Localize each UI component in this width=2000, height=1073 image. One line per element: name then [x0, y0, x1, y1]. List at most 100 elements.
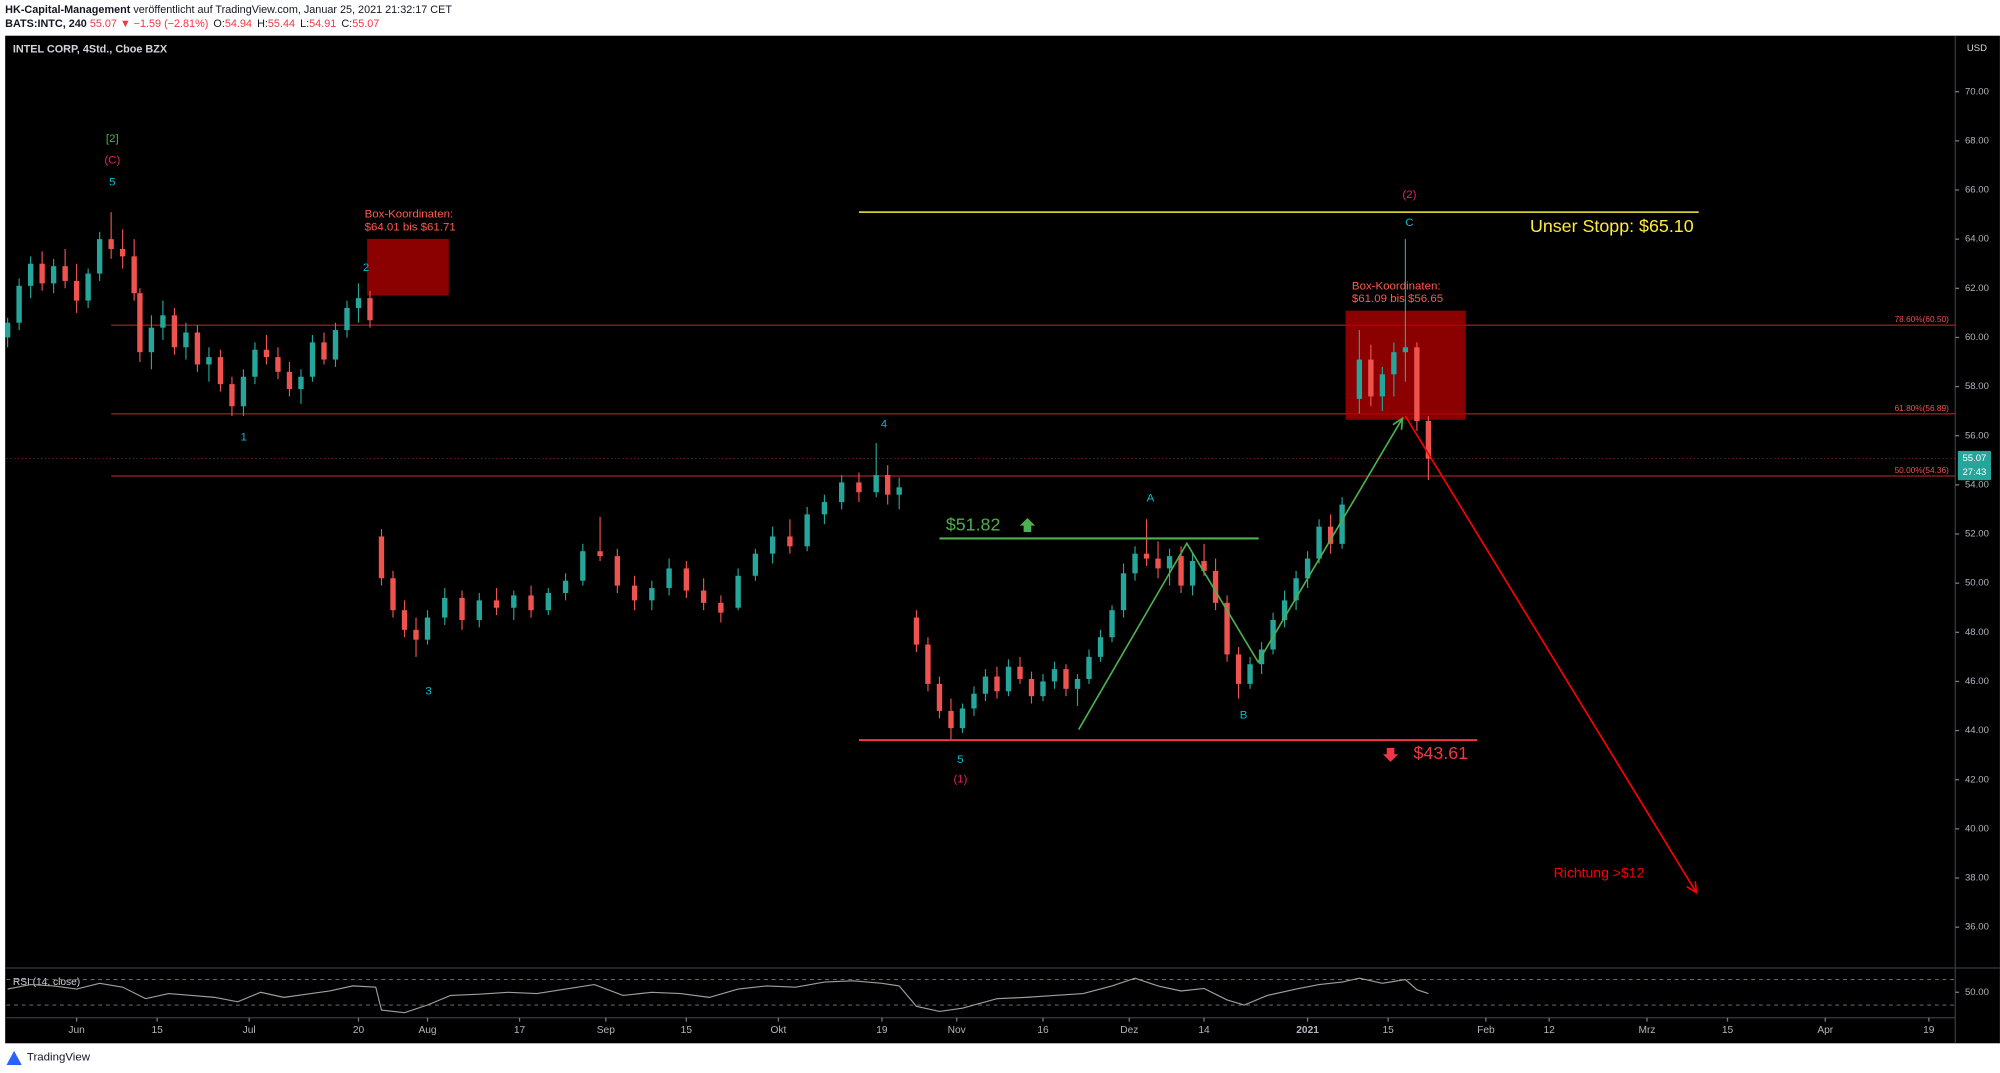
candle-body: [137, 293, 143, 353]
x-tick-label: 2021: [1296, 1025, 1319, 1036]
candle-body: [401, 610, 408, 630]
candle-body: [1304, 558, 1311, 579]
x-tick-label: Sep: [597, 1025, 615, 1036]
y-tick-label: 54.00: [1965, 479, 1989, 490]
y-tick-label: 50.00: [1965, 578, 1989, 589]
chart-area: [5, 35, 2000, 1044]
candle-body: [1097, 637, 1104, 657]
candle-body: [769, 536, 776, 554]
candle-body: [183, 332, 189, 348]
author: HK-Capital-Management: [5, 4, 131, 16]
wave-label: 4: [881, 419, 888, 431]
y-tick-label: 64.00: [1965, 234, 1989, 245]
candle-body: [206, 357, 212, 365]
candle-body: [108, 239, 114, 249]
candle-body: [1063, 669, 1069, 689]
candle-body: [119, 248, 126, 257]
y-tick-label: 62.00: [1965, 283, 1989, 294]
candle-body: [1293, 578, 1299, 601]
x-tick-label: Apr: [1817, 1025, 1833, 1036]
fib-label: 78.60%(60.50): [1895, 314, 1950, 324]
ohlc-label: C:: [341, 18, 352, 30]
candle-body: [217, 357, 224, 385]
candle-body: [344, 307, 350, 331]
candle-body: [856, 482, 862, 493]
candle-body: [275, 357, 281, 372]
candle-body: [804, 514, 810, 547]
ohlc-label: H:: [257, 18, 268, 30]
rsi-title: RSI (14, close): [13, 977, 80, 988]
candle-body: [1155, 558, 1161, 569]
x-tick-label: Mrz: [1638, 1025, 1655, 1036]
candle-body: [666, 568, 672, 589]
logo-group: TradingView: [6, 1050, 91, 1065]
published: veröffentlicht auf TradingView.com, Janu…: [133, 4, 452, 16]
trend-drawing: [1404, 415, 1698, 894]
candle-body: [1120, 573, 1127, 611]
candle-body: [1005, 666, 1012, 692]
x-tick-label: 15: [1382, 1025, 1394, 1036]
candle-body: [229, 384, 235, 407]
chart-title: INTEL CORP, 4Std., Cboe BZX: [13, 44, 168, 56]
candle-body: [982, 676, 989, 694]
y-tick-label: 40.00: [1965, 823, 1989, 834]
box-label: Box-Koordinaten:: [1352, 280, 1441, 292]
drawing-label: Richtung >$12: [1554, 864, 1645, 880]
candle-body: [1368, 359, 1374, 397]
x-tick-label: 19: [1923, 1025, 1935, 1036]
box: [367, 238, 449, 296]
candle-body: [896, 487, 902, 495]
box-label: $64.01 bis $61.71: [365, 221, 456, 233]
candle-body: [1356, 359, 1363, 399]
candle-body: [971, 693, 977, 709]
x-tick-label: Dez: [1120, 1025, 1138, 1036]
candle-body: [873, 475, 879, 493]
candle-body: [240, 376, 247, 407]
candle-body: [649, 588, 655, 601]
candle-body: [298, 376, 304, 390]
candle-body: [413, 629, 419, 640]
candle-body: [752, 553, 759, 576]
candle-body: [1074, 678, 1081, 689]
candle-body: [1270, 620, 1276, 650]
x-tick-label: 15: [151, 1025, 163, 1036]
ohlc-label: O:: [213, 18, 224, 30]
wave-label: C: [1405, 217, 1413, 229]
candle-body: [252, 349, 258, 377]
level-label: $43.61: [1414, 743, 1469, 763]
x-tick-label: 17: [514, 1025, 526, 1036]
candle-body: [1379, 374, 1386, 397]
candle-body: [424, 617, 431, 640]
candle-body: [545, 592, 551, 611]
candle-body: [1086, 656, 1092, 679]
arrow-head: [1686, 881, 1698, 895]
candle-body: [1235, 654, 1242, 684]
candle-body: [959, 708, 966, 729]
candle-body: [562, 580, 569, 593]
logo: TradingView: [27, 1051, 91, 1063]
candle-body: [1414, 347, 1420, 421]
candle-body: [1339, 504, 1345, 544]
wave-label: A: [1147, 493, 1155, 505]
candle-body: [390, 578, 396, 611]
wave-label: 1: [240, 431, 246, 443]
y-tick-label: 42.00: [1965, 774, 1989, 785]
ohlc-value: 54.91: [309, 18, 336, 30]
candle-body: [332, 330, 339, 360]
wave-label: (2): [1402, 189, 1416, 201]
candle-body: [1425, 420, 1432, 459]
candle-body: [476, 600, 482, 621]
candle-body: [367, 298, 373, 321]
x-tick-label: 15: [681, 1025, 693, 1036]
candle-body: [309, 342, 316, 377]
candle-body: [1281, 600, 1288, 621]
y-tick-label: 68.00: [1965, 135, 1989, 146]
candle-body: [614, 556, 621, 586]
wave-label: (C): [104, 155, 120, 167]
candle-body: [528, 595, 534, 611]
candle-body: [1189, 561, 1196, 586]
wave-label: B: [1240, 710, 1248, 722]
last: 55.07: [90, 18, 117, 30]
candle-body: [925, 644, 931, 684]
candle-body: [1402, 347, 1409, 353]
